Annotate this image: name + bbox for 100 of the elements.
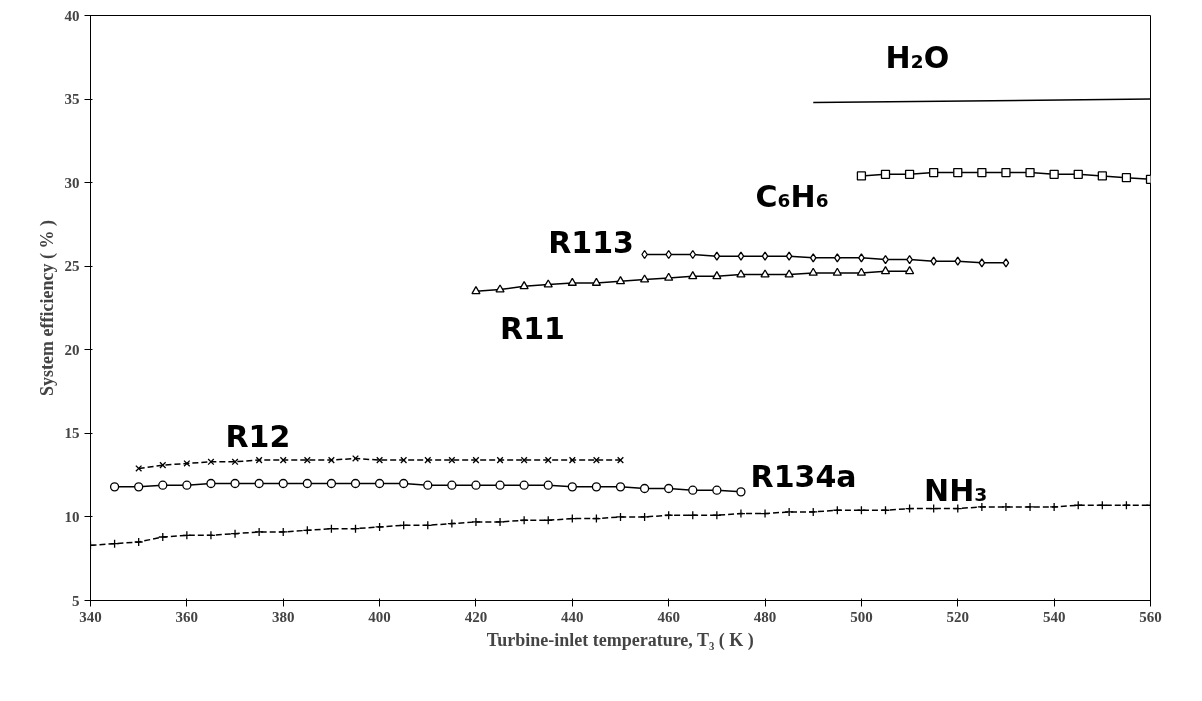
point (376, 456, 384, 464)
x-tick-label: 500 (850, 608, 873, 625)
point (591, 482, 602, 492)
point (664, 483, 674, 494)
point (977, 502, 987, 512)
point (135, 464, 143, 472)
y-tick-label: 25 (64, 258, 80, 275)
x-tick-label: 420 (464, 608, 488, 625)
point (736, 269, 746, 278)
point (615, 275, 626, 285)
point (254, 478, 264, 489)
point (760, 269, 770, 278)
point (712, 485, 722, 495)
x-tick-label: 540 (1042, 608, 1066, 625)
point (904, 265, 915, 275)
point (543, 480, 553, 490)
point (688, 270, 698, 280)
x-tick-label: 360 (175, 608, 199, 625)
point (350, 478, 361, 489)
y-tick-label: 40 (64, 7, 80, 24)
point (544, 456, 552, 464)
y-tick-label: 30 (64, 174, 80, 191)
point (278, 478, 288, 489)
point (134, 537, 144, 547)
point (400, 456, 408, 464)
point (713, 251, 721, 261)
point (809, 253, 817, 263)
x-axis-title: Turbine-inlet temperature, T₃ ( K ) (486, 629, 754, 651)
point (712, 270, 722, 280)
x-tick-label: 480 (753, 608, 777, 625)
point (183, 459, 191, 467)
y-tick-label: 5 (72, 592, 80, 609)
point (639, 483, 650, 494)
point (856, 267, 867, 276)
point (689, 249, 697, 260)
point (880, 169, 891, 179)
x-tick-label: 380 (271, 608, 295, 625)
point (519, 480, 529, 490)
point (471, 480, 481, 490)
point (856, 171, 867, 181)
point (617, 456, 624, 464)
series-label: R134a (750, 459, 857, 495)
x-tick-label: 400 (368, 608, 391, 625)
point (327, 456, 335, 464)
point (880, 265, 891, 275)
series-label: H₂O (885, 39, 950, 75)
point (567, 482, 577, 492)
point (543, 279, 553, 288)
point (495, 480, 505, 490)
point (929, 167, 939, 178)
point (978, 258, 986, 268)
point (1002, 258, 1010, 268)
point (760, 508, 770, 519)
point (182, 530, 192, 540)
point (230, 478, 240, 489)
point (1121, 172, 1132, 183)
point (158, 480, 168, 490)
point (858, 253, 865, 263)
point (447, 480, 457, 490)
point (423, 480, 433, 490)
point (1097, 171, 1107, 181)
y-tick-label: 10 (64, 508, 80, 525)
y-tick-label: 15 (64, 425, 80, 442)
point (1001, 167, 1011, 178)
point (785, 251, 793, 261)
point (495, 517, 505, 527)
point (784, 507, 794, 517)
point (158, 532, 168, 542)
series-label: R11 (500, 310, 565, 346)
point (1049, 502, 1059, 512)
x-tick-label: 460 (657, 608, 680, 625)
point (447, 518, 457, 529)
series-label: R113 (548, 225, 634, 261)
y-axis-title: System efficiency ( % ) (36, 220, 58, 396)
y-tick-label: 35 (64, 91, 80, 108)
point (1025, 502, 1035, 512)
point (374, 478, 385, 489)
point (615, 482, 626, 492)
point (784, 269, 794, 278)
point (302, 478, 312, 489)
point (207, 458, 215, 466)
point (567, 277, 577, 286)
point (639, 512, 650, 522)
point (278, 527, 288, 537)
point (639, 274, 650, 283)
point (230, 528, 240, 539)
y-tick-label: 20 (64, 341, 80, 358)
point (1001, 502, 1011, 512)
point (471, 286, 481, 295)
series-label: NH₃ (924, 472, 988, 508)
point (206, 478, 216, 489)
point (231, 458, 239, 466)
point (834, 253, 841, 263)
point (615, 512, 626, 522)
point (279, 456, 287, 464)
point (761, 251, 769, 261)
series-label: C₆H₆ (755, 178, 829, 214)
point (159, 461, 167, 469)
point (832, 267, 842, 276)
point (134, 482, 144, 492)
